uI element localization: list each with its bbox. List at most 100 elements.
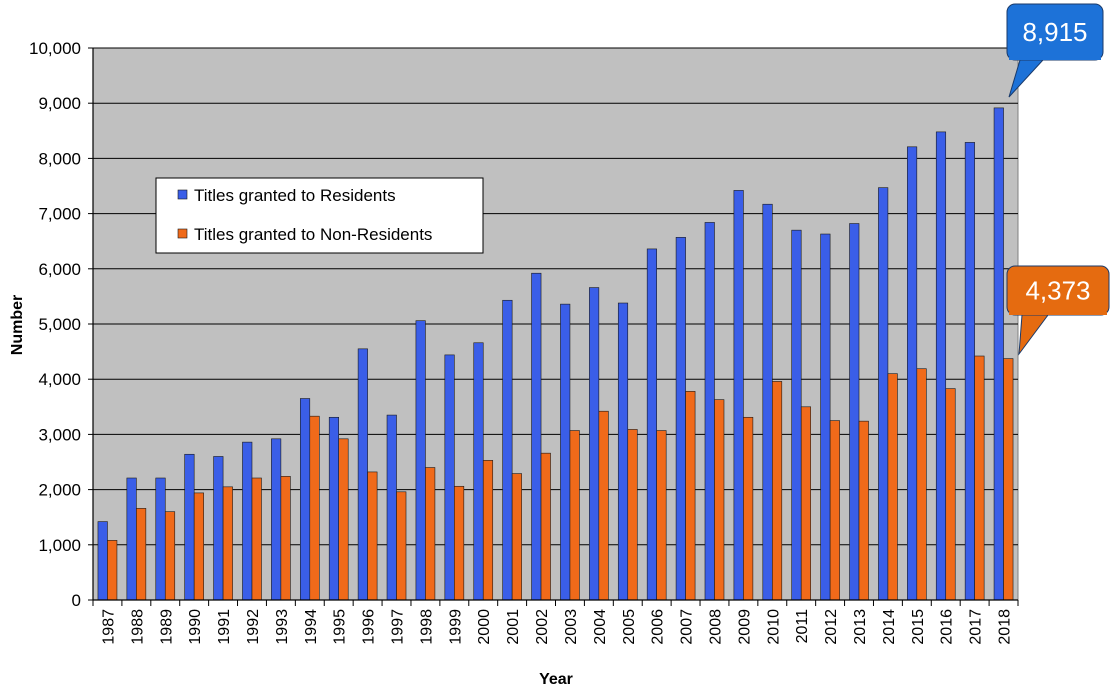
y-tick-labels: 0 1,000 2,000 3,000 4,000 5,000 6,000 7,000 8,00… xyxy=(29,39,81,610)
bar-series-1 xyxy=(222,486,233,601)
bar-series-1 xyxy=(193,492,204,601)
bar-series-0 xyxy=(328,416,340,601)
bar-series-1 xyxy=(482,460,494,601)
bars xyxy=(97,107,1014,601)
legend: Titles granted to Residents Titles grante… xyxy=(155,177,484,254)
legend-swatch xyxy=(177,228,188,239)
bar-series-0 xyxy=(126,477,137,601)
bar-series-0 xyxy=(993,107,1004,601)
bar-series-1 xyxy=(656,430,667,601)
y-tick-label: 1,000 xyxy=(38,536,81,555)
bar-series-0 xyxy=(675,237,686,601)
bar-series-0 xyxy=(617,302,629,601)
bar-series-0 xyxy=(849,223,860,601)
x-tick-label: 1998 xyxy=(418,609,435,645)
y-tick-label: 9,000 xyxy=(38,94,81,113)
y-tick-label: 5,000 xyxy=(38,315,81,334)
callout-1: 4,373 xyxy=(1006,265,1110,356)
x-tick-label: 2002 xyxy=(534,609,551,645)
x-tick-label: 2005 xyxy=(621,609,638,645)
y-tick-label: 0 xyxy=(72,591,81,610)
x-tick-label: 1994 xyxy=(303,609,320,645)
x-tick-labels: 1987 1988 1989 1990 1991 1992 1993 1994 1995 1996… xyxy=(100,609,1013,645)
bar-series-1 xyxy=(136,508,147,601)
callouts: 8,915 4,373 xyxy=(1006,3,1110,356)
bar-series-1 xyxy=(627,429,638,601)
callout-0: 8,915 xyxy=(1006,3,1104,98)
axes xyxy=(92,48,1019,606)
bar-series-1 xyxy=(396,491,407,601)
bar-series-1 xyxy=(771,381,783,601)
x-tick-label: 2004 xyxy=(592,609,609,645)
y-tick-label: 7,000 xyxy=(38,205,81,224)
bar-series-0 xyxy=(184,453,195,601)
x-tick-label: 1995 xyxy=(332,609,349,645)
x-tick-label: 2016 xyxy=(939,609,956,645)
x-tick-label: 2009 xyxy=(736,609,753,645)
callout-label: 8,915 xyxy=(1022,17,1087,47)
bar-series-1 xyxy=(367,471,378,601)
x-tick-label: 1988 xyxy=(129,609,146,645)
bar-series-0 xyxy=(299,398,311,601)
x-tick-label: 2018 xyxy=(997,609,1014,645)
bar-series-0 xyxy=(415,320,426,601)
bar-series-0 xyxy=(820,233,831,601)
y-tick-label: 8,000 xyxy=(38,149,81,168)
bar-series-0 xyxy=(155,477,166,601)
legend-swatch xyxy=(177,189,188,200)
x-tick-label: 2001 xyxy=(505,609,522,645)
x-tick-label: 2012 xyxy=(823,609,840,645)
callout-label: 4,373 xyxy=(1025,276,1090,306)
y-tick-label: 10,000 xyxy=(29,39,81,58)
bar-series-1 xyxy=(251,477,262,601)
bar-series-0 xyxy=(589,287,600,601)
bar-series-0 xyxy=(213,456,224,601)
bar-series-0 xyxy=(762,203,773,601)
bar-series-0 xyxy=(935,131,947,601)
legend-label: Titles granted to Non-Residents xyxy=(194,225,432,244)
x-tick-label: 1993 xyxy=(274,609,291,645)
bar-series-1 xyxy=(425,467,436,601)
bar-series-0 xyxy=(704,222,715,601)
legend-label: Titles granted to Residents xyxy=(194,186,396,205)
bar-series-1 xyxy=(829,420,840,601)
bar-series-0 xyxy=(357,348,368,601)
callout-seam xyxy=(1009,312,1107,315)
bar-series-0 xyxy=(560,303,571,601)
bar-series-1 xyxy=(164,511,176,601)
bar-series-1 xyxy=(916,368,927,601)
x-tick-label: 2015 xyxy=(910,609,927,645)
y-tick-label: 3,000 xyxy=(38,425,81,444)
bar-series-1 xyxy=(945,388,956,601)
x-tick-label: 1992 xyxy=(245,609,262,645)
bar-series-1 xyxy=(743,416,754,601)
y-tick-label: 2,000 xyxy=(38,481,81,500)
y-tick-label: 4,000 xyxy=(38,370,81,389)
bar-series-0 xyxy=(473,342,484,601)
x-tick-label: 1990 xyxy=(187,609,204,645)
x-tick-label: 2013 xyxy=(852,609,869,645)
bar-series-0 xyxy=(444,354,455,601)
bar-series-1 xyxy=(858,420,869,601)
bar-series-0 xyxy=(907,146,918,601)
x-tick-label: 1991 xyxy=(216,609,233,645)
legend-box xyxy=(155,177,484,254)
bar-series-1 xyxy=(800,406,812,601)
bar-series-0 xyxy=(531,272,542,601)
bar-series-1 xyxy=(714,399,725,601)
bar-series-0 xyxy=(97,521,108,601)
x-axis-title: Year xyxy=(539,671,573,688)
bar-series-0 xyxy=(502,299,513,601)
callout-pointer xyxy=(1018,314,1049,356)
x-tick-label: 2010 xyxy=(765,609,782,645)
bar-series-1 xyxy=(598,410,609,601)
bar-series-1 xyxy=(454,485,465,601)
x-tick-label: 2000 xyxy=(476,609,493,645)
y-axis-title: Number xyxy=(9,295,26,355)
bar-series-1 xyxy=(569,430,580,601)
x-tick-label: 2003 xyxy=(563,609,580,645)
bar-series-0 xyxy=(733,190,744,601)
x-tick-label: 2011 xyxy=(794,609,811,644)
